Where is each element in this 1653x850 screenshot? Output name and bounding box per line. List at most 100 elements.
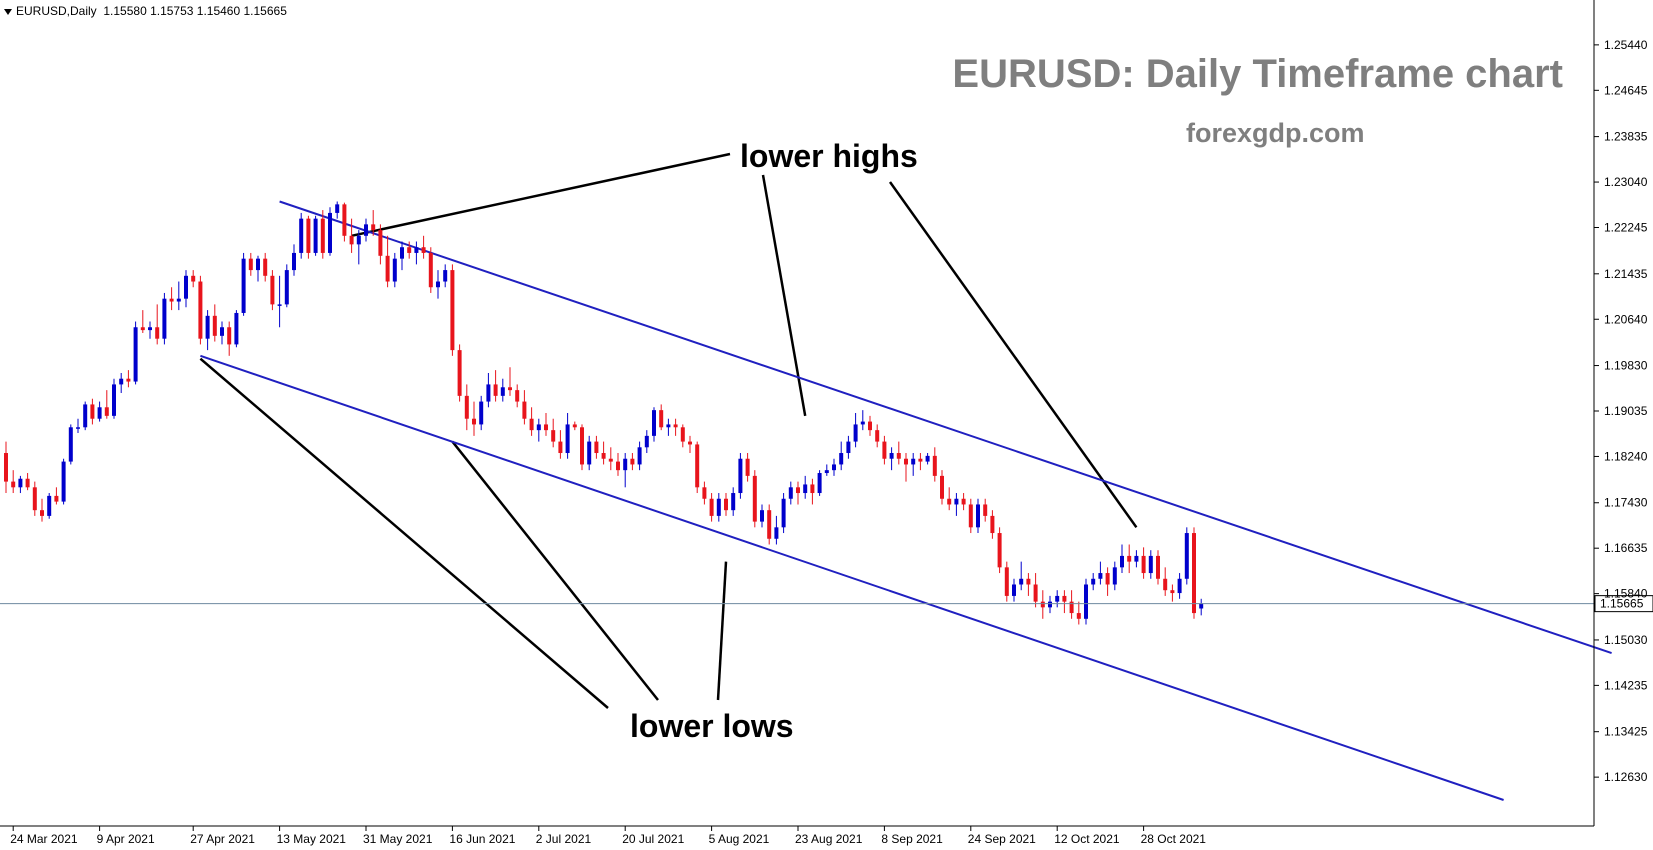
bear-candle [796,481,800,505]
candle-body [1076,613,1081,619]
candle-body [1069,601,1074,614]
candle-body [817,473,822,494]
candle-body [299,218,304,253]
candle-body [1148,555,1153,574]
candle-body [385,255,390,282]
symbol-label: EURUSD,Daily [16,4,97,18]
candle-body [83,404,88,428]
bull-candle [364,218,368,242]
bear-candle [1156,550,1160,585]
candle-body [25,478,30,488]
price-tick-label: 1.13425 [1604,725,1648,739]
bear-candle [572,421,577,431]
time-tick-label: 23 Aug 2021 [795,832,863,846]
bear-candle [529,407,534,436]
candle-body [428,252,433,288]
candle-body [731,493,736,511]
bear-candle [464,384,469,431]
current-price-label: 1.15665 [1600,597,1644,611]
candle-body [313,218,318,253]
candle-body [832,464,836,471]
bear-candle [594,435,599,459]
bear-candle [1163,567,1168,596]
bull-candle [292,244,296,276]
candle-body [1098,573,1103,579]
bull-candle [817,470,822,496]
bear-candle [1105,567,1110,596]
bear-candle [4,441,8,494]
candle-body [587,441,592,465]
bear-candle [212,304,217,342]
bear-candle [407,241,412,259]
candle-body [608,458,613,462]
bear-candle [522,390,527,425]
candle-body [1062,595,1067,602]
bull-candle [18,475,23,494]
bull-candle [644,430,649,454]
bull-candle [234,310,239,348]
bear-candle [191,270,196,288]
bear-candle [659,404,664,431]
candle-body [515,390,520,402]
bull-candle [47,493,52,519]
bear-candle [126,370,131,388]
candle-body [644,435,649,448]
bull-candle [436,270,440,299]
candle-body [227,327,232,345]
bull-candle [256,255,260,282]
chevron-down-icon[interactable] [4,8,12,15]
bull-candle [716,493,721,522]
candle-body [1170,590,1175,594]
bull-candle [832,458,836,476]
bear-candle [904,453,908,482]
candle-body [752,475,757,522]
candle-body [659,410,664,428]
bear-candle [1170,584,1175,602]
candle-body [198,281,203,339]
candle-body [61,461,66,502]
candle-body [1012,584,1016,596]
lower-highs-pointer [888,181,1138,529]
candle-body [976,504,980,528]
candle-body [1091,578,1096,585]
bear-candle [1004,561,1009,602]
candle-body [176,298,181,302]
bear-candle [1062,590,1067,614]
candle-body [1127,555,1132,562]
bear-candle [752,470,757,528]
bear-candle [428,247,433,293]
bear-candle [421,235,426,259]
bear-candle [551,418,556,448]
bull-candle [500,378,505,402]
bear-candle [515,384,520,408]
candle-body [745,458,750,476]
candle-body [486,384,491,402]
bear-candle [968,498,973,534]
bear-candle [40,498,44,522]
candle-body [558,441,563,454]
candle-body [1105,573,1110,585]
candle-body [270,275,275,305]
bear-candle [688,435,692,454]
bear-candle [745,453,750,482]
bull-candle [443,264,448,288]
time-tick-label: 2 Jul 2021 [536,832,592,846]
time-tick-label: 9 Apr 2021 [97,832,155,846]
bear-candle [630,453,635,471]
symbol-header[interactable]: EURUSD,Daily 1.15580 1.15753 1.15460 1.1… [4,4,287,18]
bear-candle [493,370,498,402]
price-tick-label: 1.21435 [1604,267,1648,281]
bull-candle [299,212,304,259]
annotation-lines [199,152,1138,709]
price-tick-label: 1.12630 [1604,770,1648,784]
candle-body [1156,555,1160,579]
candle-body [371,224,376,231]
bull-candle [220,321,224,345]
bear-candle [457,344,462,402]
ohlc-values: 1.15580 1.15753 1.15460 1.15665 [103,4,287,18]
bear-candle [947,487,952,511]
candle-body [990,515,995,534]
bear-candle [695,441,700,494]
bull-candle [889,447,894,471]
